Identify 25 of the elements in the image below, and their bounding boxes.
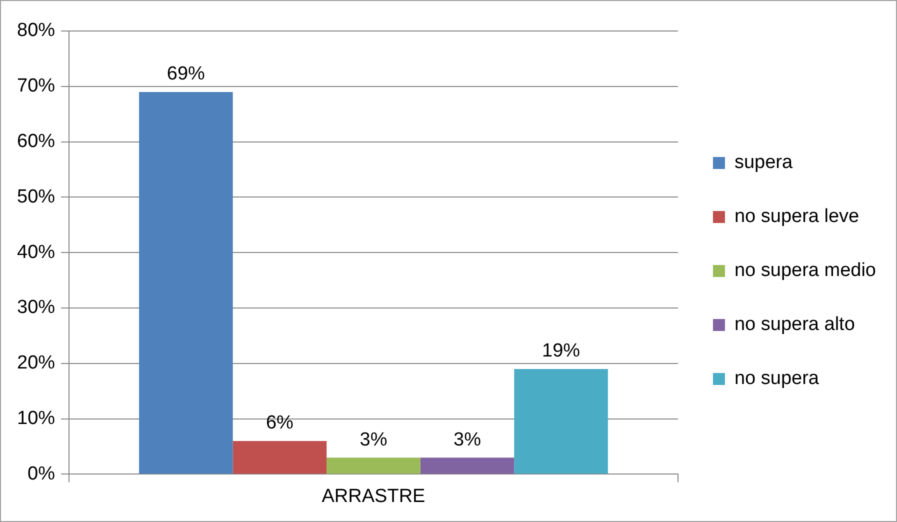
legend-label: no supera: [734, 368, 820, 390]
data-label: 3%: [454, 429, 482, 450]
bar: [326, 458, 420, 474]
bar: [514, 368, 608, 474]
y-tick-label: 40%: [16, 242, 56, 263]
y-tick-label: 50%: [16, 186, 56, 208]
data-label: 3%: [360, 429, 388, 450]
y-tick-label: 0%: [28, 463, 56, 484]
legend-label: no supera leve: [734, 206, 860, 228]
y-tick-label: 20%: [16, 352, 56, 374]
bar: [139, 92, 233, 474]
legend-label: supera: [734, 152, 793, 174]
data-label: 19%: [542, 340, 580, 362]
data-label: 69%: [166, 64, 206, 85]
y-tick-label: 80%: [16, 20, 56, 42]
x-tick-label: ARRASTRE: [322, 486, 426, 507]
y-tick-label: 60%: [16, 131, 56, 152]
y-tick-label: 30%: [16, 297, 56, 318]
y-tick-label: 70%: [16, 76, 56, 97]
y-tick-label: 10%: [16, 408, 56, 430]
bar: [232, 440, 327, 474]
data-label: 6%: [266, 412, 294, 434]
bar: [420, 458, 514, 474]
legend-label: no supera medio: [734, 260, 876, 282]
legend-label: no supera alto: [734, 314, 855, 336]
